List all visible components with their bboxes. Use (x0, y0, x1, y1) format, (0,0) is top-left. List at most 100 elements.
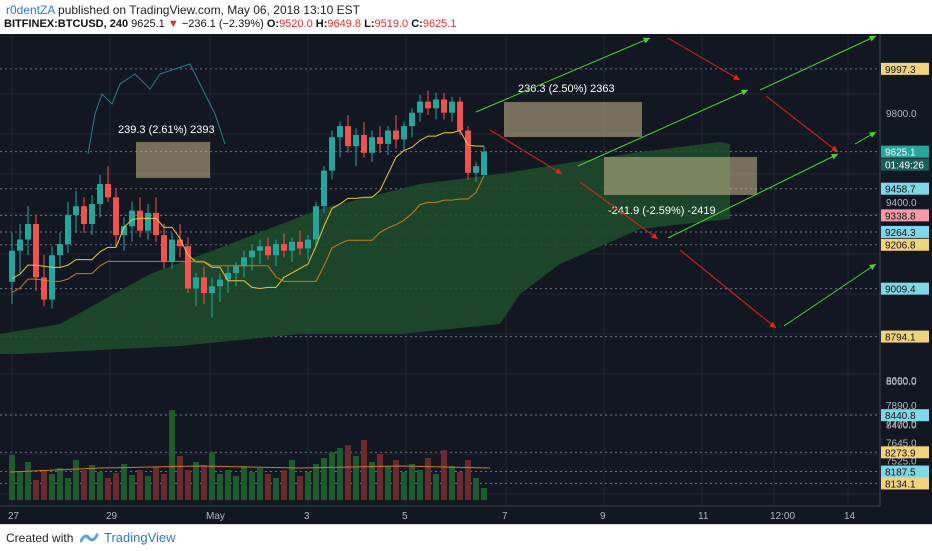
volume-bar (393, 460, 399, 500)
candle-body (65, 215, 71, 245)
candle-body (193, 277, 199, 289)
conversion-line (11, 129, 484, 290)
candle-body (377, 137, 383, 144)
arrow-head (869, 264, 876, 271)
price-badge (881, 238, 929, 251)
price-chart[interactable]: 239.3 (2.61%) 2393 236.3 (2.50%) 2363 -241… (0, 34, 932, 524)
close-label: C: (411, 18, 423, 30)
candle-body (145, 212, 151, 231)
candle-body (153, 212, 159, 236)
x-tick-label: 12:00 (770, 511, 795, 522)
volume-bar (281, 470, 287, 500)
arrow-head (733, 74, 740, 80)
candle-body (297, 241, 303, 249)
volume-bar (289, 460, 295, 500)
y-tick-label: 7770.0 (886, 419, 917, 430)
candle-body (305, 239, 311, 249)
volume-bar (265, 474, 271, 500)
volume-bar (433, 474, 439, 500)
candle-body (281, 244, 287, 251)
trend-arrow (475, 37, 651, 113)
trend-arrow (667, 37, 741, 81)
open-value: 9520.0 (279, 18, 313, 30)
candle-body (17, 239, 23, 251)
candle-body (97, 183, 103, 204)
symbol-line: BITFINEX:BTCUSD, 240 9625.1 ▼ −236.1 (−2… (4, 18, 456, 30)
candle-body (249, 250, 255, 258)
trend-arrow (765, 95, 839, 153)
volume-bar (297, 476, 303, 500)
candle-body (105, 183, 111, 198)
candle-body (73, 206, 79, 216)
tradingview-logo-icon[interactable] (80, 531, 100, 545)
volume-bar (9, 455, 15, 500)
arrow-head (831, 154, 838, 160)
y-tick-label: 8050.0 (886, 377, 917, 388)
arrow-head (741, 89, 748, 96)
trend-arrow (783, 263, 877, 327)
price-badge-label: 01:49:26 (885, 161, 924, 172)
x-tick-label: 29 (106, 511, 118, 522)
volume-bar (201, 465, 207, 500)
close-value: 9625.1 (422, 18, 457, 30)
volume-bar (249, 472, 255, 500)
x-tick-label: 5 (402, 511, 408, 522)
volume-bar (305, 472, 311, 500)
volume-bar (481, 488, 487, 500)
trend-arrow (667, 153, 839, 239)
volume-bar (337, 448, 343, 500)
tradingview-brand[interactable]: TradingView (104, 530, 176, 545)
price-badge-label: 9264.3 (885, 228, 916, 239)
volume-bar (409, 464, 415, 500)
volume-bar (321, 458, 327, 500)
candle-body (9, 250, 15, 282)
volume-bar (353, 456, 359, 500)
published-text: published on TradingView.com, May 06, 20… (54, 3, 361, 17)
x-tick-label: 7 (502, 511, 508, 522)
volume-bar (329, 452, 335, 500)
candle-body (361, 135, 367, 153)
base-line (11, 175, 485, 293)
volume-bar (81, 470, 87, 500)
candle-body (337, 126, 343, 138)
candle-body (425, 101, 431, 109)
volume-bar (97, 472, 103, 500)
chart-area[interactable]: 239.3 (2.61%) 2393 236.3 (2.50%) 2363 -241… (0, 34, 932, 524)
price-badge (881, 209, 929, 222)
price-badge-label: 8134.1 (885, 479, 916, 490)
price-badge (881, 62, 929, 75)
trend-arrow (489, 129, 563, 175)
price-badge-label: 8187.5 (885, 468, 916, 479)
volume-bar (401, 472, 407, 500)
arrow-head (769, 321, 776, 328)
candle-body (393, 130, 399, 140)
candle-body (385, 130, 391, 144)
volume-bar (105, 478, 111, 500)
price-badge-label: 8440.8 (885, 411, 916, 422)
arrow-head (651, 232, 658, 239)
candle-body (289, 241, 295, 251)
candle-body (241, 257, 247, 267)
candle-body (401, 126, 407, 140)
candle-body (449, 101, 455, 113)
candle-body (217, 279, 223, 287)
publish-line: r0dentZA published on TradingView.com, M… (6, 3, 360, 17)
candle-body (121, 226, 127, 236)
volume-bar (17, 472, 23, 500)
volume-bar (313, 464, 319, 500)
lagging-span (87, 63, 226, 155)
candle-body (369, 137, 375, 153)
price-badge-label: 9458.7 (885, 185, 916, 196)
trend-arrow (759, 35, 877, 91)
candle-body (177, 239, 183, 247)
author-link[interactable]: r0dentZA (6, 3, 55, 17)
volume-bar (377, 454, 383, 500)
volume-bar (161, 474, 167, 500)
candle-body (137, 210, 143, 231)
price-badge (881, 477, 929, 490)
chart-header: r0dentZA published on TradingView.com, M… (0, 0, 932, 34)
measure-label: 236.3 (2.50%) 2363 (518, 83, 615, 95)
arrow-head (869, 132, 876, 138)
volume-bar (153, 467, 159, 500)
x-tick-label: 27 (8, 511, 20, 522)
